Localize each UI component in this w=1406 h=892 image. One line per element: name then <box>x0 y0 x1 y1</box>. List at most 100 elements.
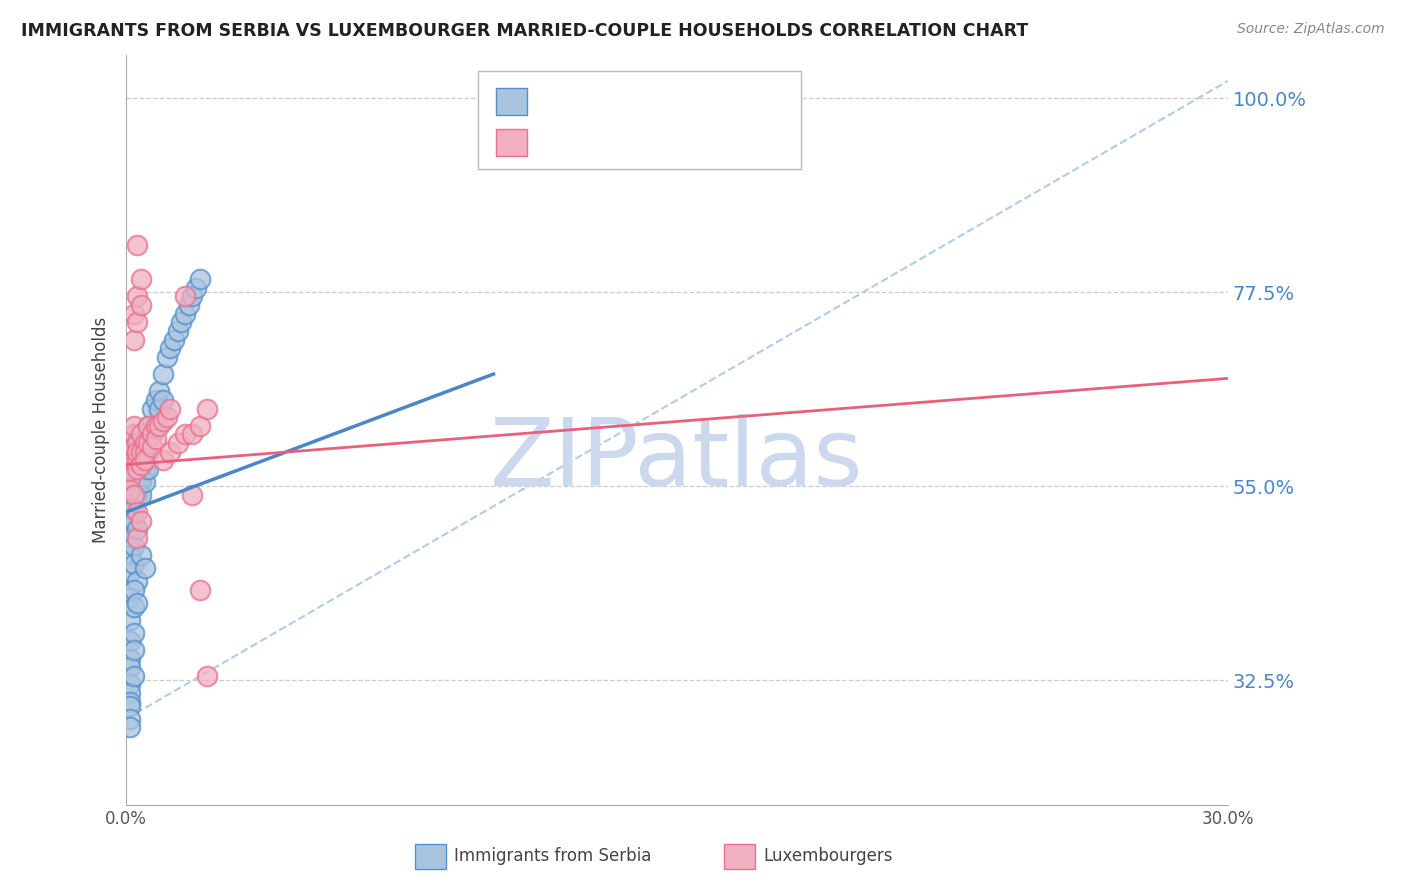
Y-axis label: Married-couple Households: Married-couple Households <box>93 317 110 543</box>
Point <box>118 698 141 713</box>
Point <box>174 427 197 442</box>
Text: 0.269: 0.269 <box>574 92 626 110</box>
Point <box>152 392 174 407</box>
Point <box>122 453 145 467</box>
Point <box>129 475 152 489</box>
Point <box>118 677 141 691</box>
Text: ZIPatlas: ZIPatlas <box>491 414 863 506</box>
Point <box>141 427 163 442</box>
Point <box>134 453 156 467</box>
Point <box>145 418 167 433</box>
Point <box>152 367 174 381</box>
Point <box>118 613 141 627</box>
Point <box>122 557 145 571</box>
Point <box>134 475 156 489</box>
Point <box>122 467 145 481</box>
Point <box>181 488 204 502</box>
Point <box>134 462 156 476</box>
Point <box>170 315 193 329</box>
Text: R =: R = <box>538 133 575 151</box>
Point <box>118 712 141 726</box>
Point <box>195 669 218 683</box>
Point <box>141 441 163 455</box>
Point <box>177 298 200 312</box>
Point <box>118 496 141 510</box>
Text: IMMIGRANTS FROM SERBIA VS LUXEMBOURGER MARRIED-COUPLE HOUSEHOLDS CORRELATION CHA: IMMIGRANTS FROM SERBIA VS LUXEMBOURGER M… <box>21 22 1028 40</box>
Text: 0.185: 0.185 <box>574 133 626 151</box>
Point <box>145 392 167 407</box>
Point <box>129 548 152 562</box>
Point <box>163 333 186 347</box>
Text: Immigrants from Serbia: Immigrants from Serbia <box>454 847 651 865</box>
Point <box>118 634 141 648</box>
Point <box>118 462 141 476</box>
Point <box>127 237 149 252</box>
Point <box>127 453 149 467</box>
Point <box>122 475 145 489</box>
Point <box>127 467 149 481</box>
Point <box>136 462 159 476</box>
Point <box>127 444 149 458</box>
Point <box>184 281 207 295</box>
Point <box>118 548 141 562</box>
Point <box>134 444 156 458</box>
Point <box>122 488 145 502</box>
Point <box>195 401 218 416</box>
Point <box>118 660 141 674</box>
Point <box>122 427 145 442</box>
Text: R =: R = <box>538 92 575 110</box>
Point <box>122 643 145 657</box>
Point <box>127 289 149 303</box>
Point <box>136 436 159 450</box>
Point <box>159 401 181 416</box>
Point <box>118 651 141 665</box>
Point <box>148 401 170 416</box>
Point <box>152 415 174 429</box>
Point <box>134 561 156 575</box>
Point <box>127 470 149 484</box>
Point <box>118 591 141 606</box>
Point <box>148 418 170 433</box>
Point <box>118 514 141 528</box>
Point <box>118 695 141 709</box>
Point <box>122 540 145 554</box>
Point <box>129 427 152 442</box>
Point <box>148 384 170 399</box>
Point <box>127 436 149 450</box>
Point <box>122 488 145 502</box>
Point <box>174 307 197 321</box>
Point <box>188 418 211 433</box>
Point <box>127 453 149 467</box>
Point <box>166 436 188 450</box>
Point <box>118 483 141 498</box>
Point <box>122 453 145 467</box>
Point <box>127 315 149 329</box>
Point <box>118 470 141 484</box>
Point <box>118 444 141 458</box>
Point <box>141 427 163 442</box>
Point <box>118 686 141 700</box>
Point <box>188 582 211 597</box>
Point <box>127 522 149 536</box>
Point <box>122 427 145 442</box>
Point <box>122 418 145 433</box>
Point <box>118 566 141 580</box>
Point <box>166 324 188 338</box>
Point <box>127 483 149 498</box>
Text: 52: 52 <box>675 133 697 151</box>
Point <box>122 514 145 528</box>
Point <box>159 341 181 355</box>
Point <box>127 595 149 609</box>
Point <box>118 479 141 493</box>
Point <box>134 441 156 455</box>
Point <box>118 483 141 498</box>
Point <box>181 427 204 442</box>
Point <box>127 574 149 588</box>
Point <box>118 721 141 735</box>
Point <box>118 531 141 545</box>
Point <box>118 500 141 515</box>
Point <box>129 444 152 458</box>
Point <box>134 453 156 467</box>
Text: N =: N = <box>640 133 676 151</box>
Point <box>122 582 145 597</box>
